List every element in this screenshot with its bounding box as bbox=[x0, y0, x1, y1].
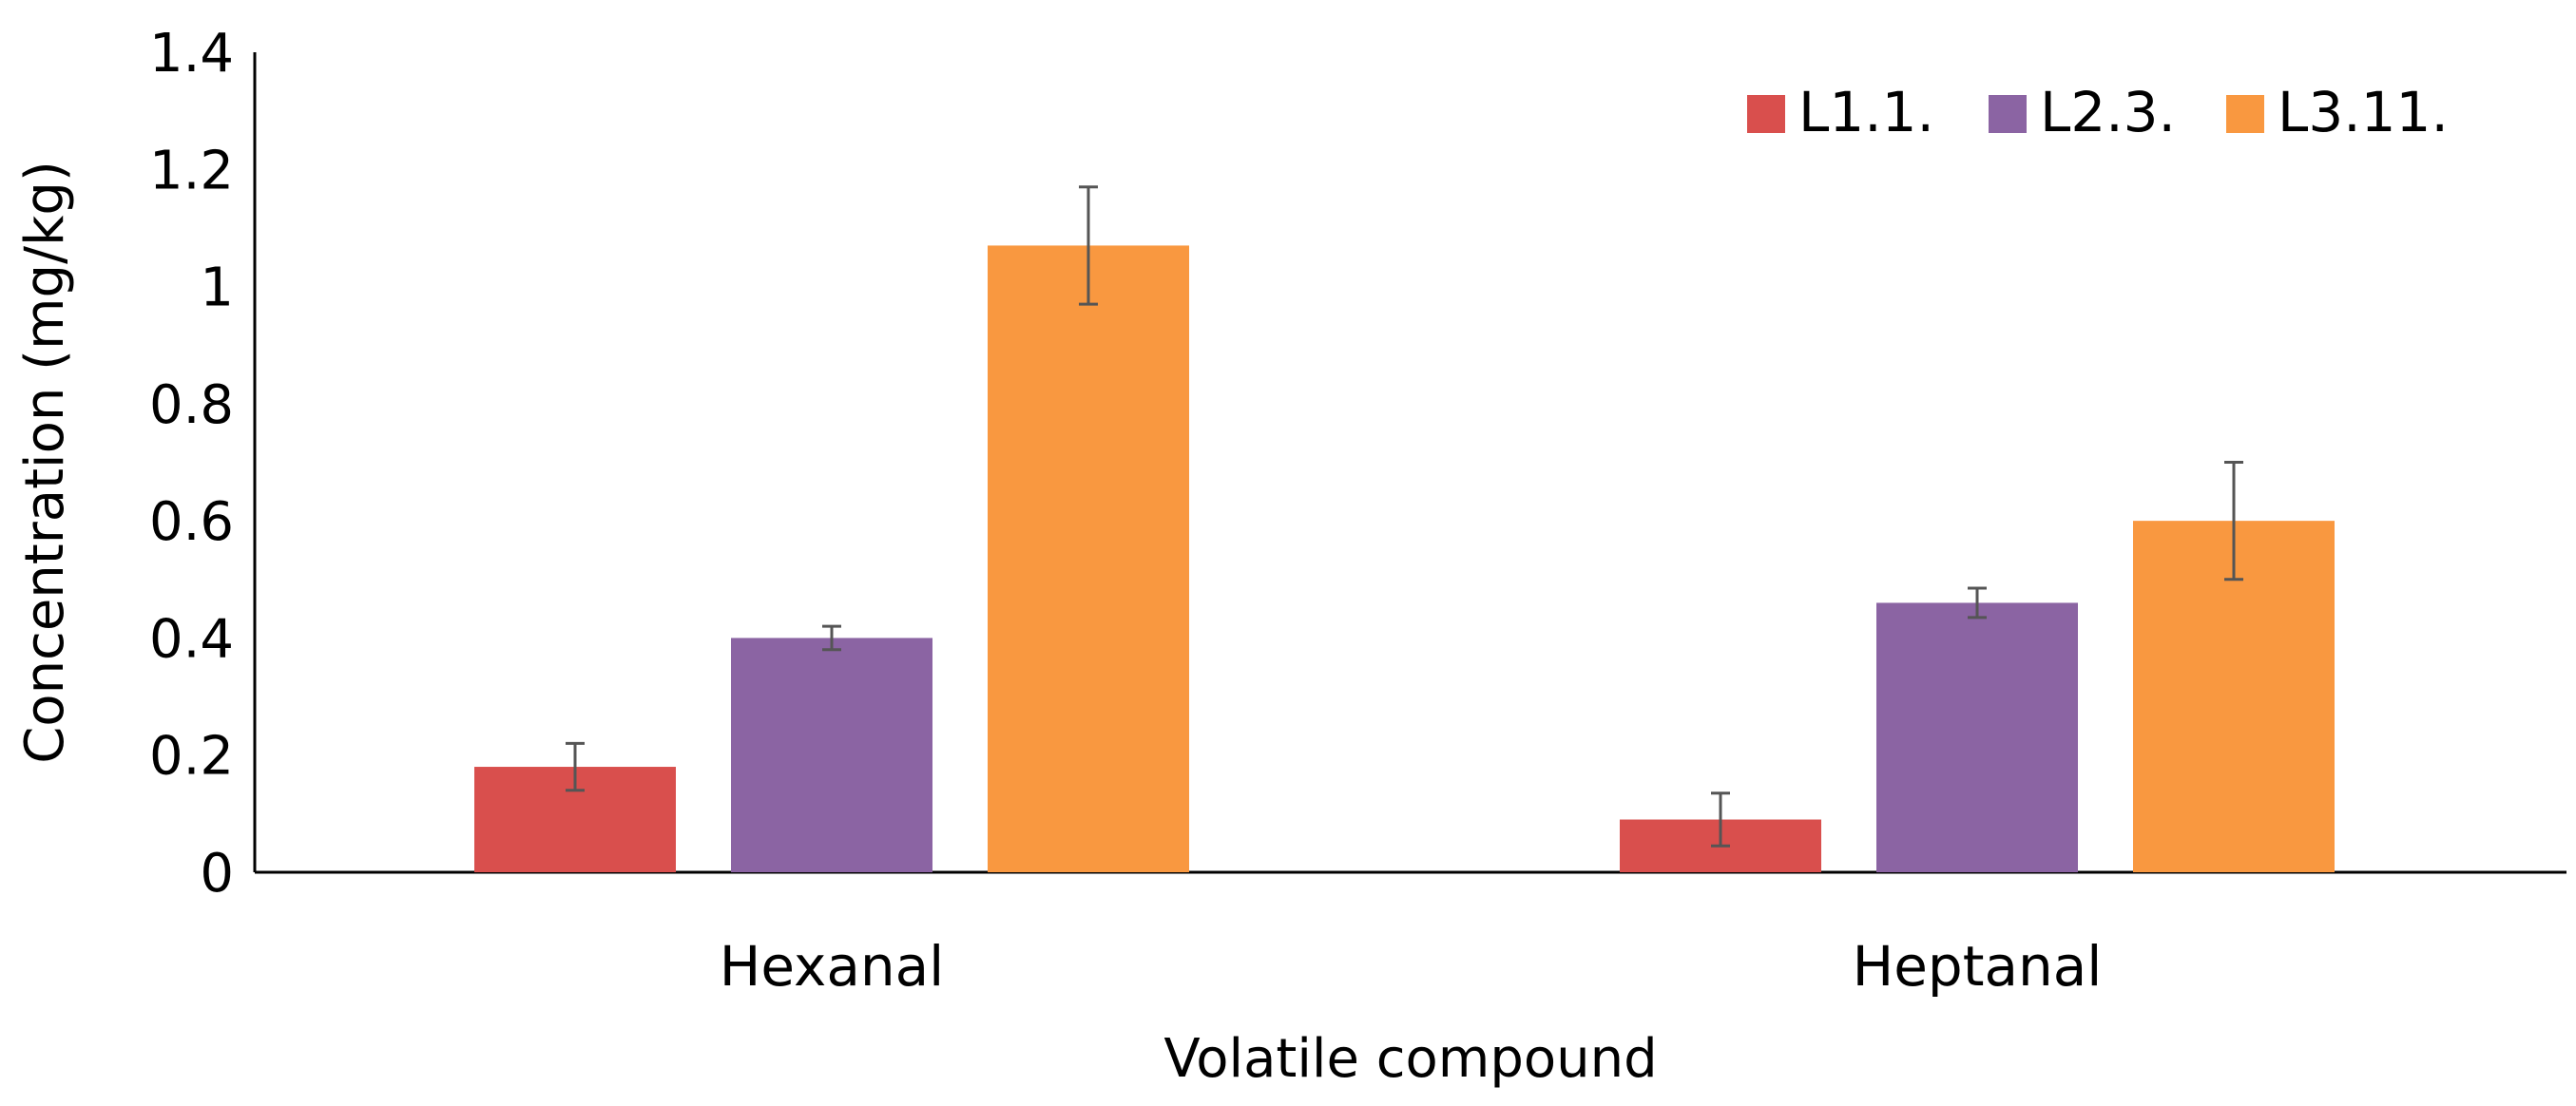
legend-label: L3.11. bbox=[2278, 80, 2449, 144]
x-axis-title: Volatile compound bbox=[1163, 1028, 1657, 1090]
y-tick-label: 0 bbox=[200, 843, 234, 905]
legend-swatch bbox=[1747, 95, 1785, 133]
error-bars bbox=[566, 185, 2243, 848]
y-tick-label: 1 bbox=[200, 257, 234, 319]
y-tick-label: 0.4 bbox=[149, 608, 234, 670]
y-axis-tick-labels: 0 0.2 0.4 0.6 0.8 1 1.2 1.4 bbox=[149, 23, 234, 905]
legend-item-l11: L1.1. bbox=[1747, 80, 1934, 144]
error-bar bbox=[1711, 791, 1730, 848]
error-bar bbox=[2224, 461, 2243, 582]
bar-l311-hexanal bbox=[988, 245, 1189, 873]
x-category-label: Heptanal bbox=[1853, 934, 2103, 999]
error-bar bbox=[822, 624, 841, 652]
bar-l23-hexanal bbox=[731, 638, 932, 872]
legend-swatch bbox=[1989, 95, 2027, 133]
x-category-label: Hexanal bbox=[720, 934, 945, 999]
y-tick-label: 1.2 bbox=[149, 140, 234, 201]
x-axis-category-labels: Hexanal Heptanal bbox=[720, 934, 2103, 999]
legend-item-l23: L2.3. bbox=[1989, 80, 2176, 144]
y-tick-label: 0.6 bbox=[149, 491, 234, 553]
legend: L1.1. L2.3. L3.11. bbox=[1747, 80, 2449, 144]
y-tick-label: 1.4 bbox=[149, 23, 234, 85]
y-axis-title: Concentration (mg/kg) bbox=[14, 161, 76, 764]
legend-item-l311: L3.11. bbox=[2226, 80, 2449, 144]
error-bar bbox=[1079, 185, 1098, 306]
legend-swatch bbox=[2226, 95, 2264, 133]
bars bbox=[474, 245, 2335, 873]
legend-label: L1.1. bbox=[1798, 80, 1934, 144]
y-tick-label: 0.8 bbox=[149, 374, 234, 436]
y-tick-label: 0.2 bbox=[149, 726, 234, 788]
error-bar bbox=[566, 741, 585, 792]
legend-label: L2.3. bbox=[2040, 80, 2176, 144]
error-bar bbox=[1968, 586, 1987, 620]
bar-l23-heptanal bbox=[1876, 602, 2078, 872]
